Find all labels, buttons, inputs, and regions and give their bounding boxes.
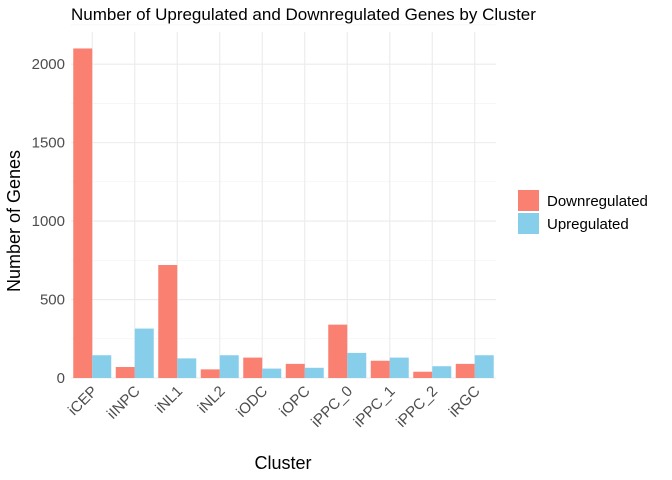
bar-upregulated-ippc_2 bbox=[432, 366, 452, 378]
bar-upregulated-iinpc bbox=[134, 328, 154, 378]
y-axis-ticks: 0 500 1000 1500 2000 bbox=[32, 56, 65, 387]
y-tick-label: 1500 bbox=[32, 135, 65, 152]
bar-downregulated-inl1 bbox=[158, 265, 178, 378]
legend: Downregulated Upregulated bbox=[518, 190, 648, 234]
bars bbox=[73, 48, 494, 378]
bar-upregulated-ippc_0 bbox=[347, 352, 367, 378]
bar-upregulated-iopc bbox=[304, 367, 324, 378]
bar-downregulated-iodc bbox=[243, 357, 263, 378]
x-tick-label: iNL1 bbox=[152, 383, 186, 417]
x-tick-label: iODC bbox=[233, 383, 271, 421]
y-tick-label: 1000 bbox=[32, 213, 65, 230]
bar-upregulated-icep bbox=[92, 355, 112, 378]
x-tick-label: iPPC_0 bbox=[308, 383, 356, 431]
bar-upregulated-ippc_1 bbox=[389, 357, 409, 378]
bar-downregulated-iopc bbox=[285, 363, 305, 378]
bar-downregulated-ippc_0 bbox=[328, 324, 348, 378]
bar-downregulated-icep bbox=[73, 48, 93, 378]
x-tick-label: iINPC bbox=[104, 383, 144, 423]
x-tick-label: iOPC bbox=[276, 383, 313, 420]
bar-downregulated-ippc_1 bbox=[370, 360, 390, 378]
grid bbox=[71, 24, 496, 379]
legend-swatch-downregulated bbox=[518, 190, 539, 211]
y-tick-label: 0 bbox=[57, 370, 65, 387]
bar-downregulated-iinpc bbox=[115, 367, 135, 378]
bar-downregulated-ippc_2 bbox=[413, 371, 433, 378]
legend-swatch-upregulated bbox=[518, 213, 539, 234]
x-tick-label: iNL2 bbox=[195, 383, 229, 417]
x-axis-ticks: iCEP iINPC iNL1 iNL2 iODC iOPCiPPC_0iPPC_1iPP… bbox=[65, 383, 484, 431]
y-tick-label: 500 bbox=[40, 292, 65, 309]
legend-label-upregulated: Upregulated bbox=[547, 216, 629, 233]
x-axis-title: Cluster bbox=[254, 453, 311, 473]
x-tick-label: iCEP bbox=[65, 383, 101, 419]
y-axis-title: Number of Genes bbox=[4, 150, 24, 292]
legend-label-downregulated: Downregulated bbox=[547, 193, 648, 210]
bar-downregulated-irgc bbox=[455, 363, 475, 378]
x-tick-label: iPPC_2 bbox=[393, 383, 441, 431]
bar-upregulated-iodc bbox=[262, 368, 282, 378]
bar-upregulated-inl2 bbox=[219, 355, 239, 378]
x-tick-label: iRGC bbox=[446, 383, 484, 421]
x-tick-label: iPPC_1 bbox=[351, 383, 399, 431]
bar-upregulated-irgc bbox=[474, 355, 494, 378]
chart-title: Number of Upregulated and Downregulated … bbox=[71, 5, 536, 24]
y-tick-label: 2000 bbox=[32, 56, 65, 73]
bar-downregulated-inl2 bbox=[200, 369, 220, 378]
bar-upregulated-inl1 bbox=[177, 358, 197, 378]
